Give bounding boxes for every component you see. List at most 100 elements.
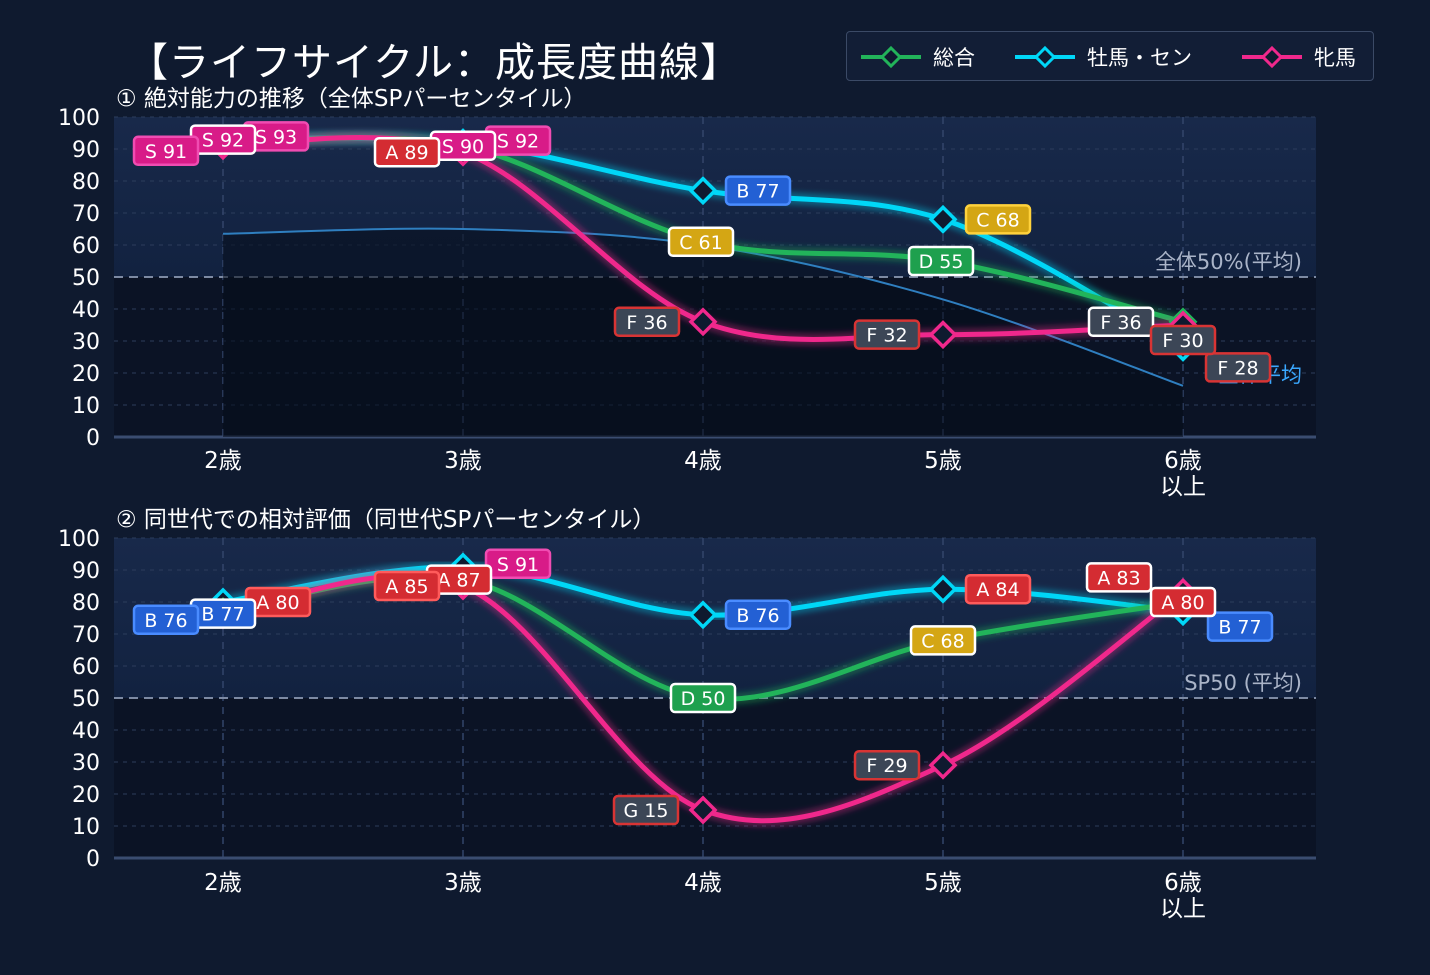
data-point-marker (928, 204, 958, 234)
x-tick-label: 6歳以上 (1160, 448, 1206, 500)
y-tick-label: 20 (72, 783, 100, 808)
data-label: A 83 (1085, 562, 1153, 593)
data-label: G 15 (612, 794, 680, 826)
x-tick-label: 5歳 (924, 870, 962, 896)
data-label-box (907, 245, 975, 277)
data-label: C 68 (909, 625, 977, 656)
data-label: A 84 (964, 573, 1032, 605)
y-tick-label: 50 (72, 266, 100, 291)
x-tick-label: 3歳 (444, 870, 482, 896)
data-label: C 68 (964, 204, 1032, 235)
data-label: D 50 (669, 682, 737, 714)
x-tick-label: 4歳 (684, 870, 722, 896)
data-label: F 32 (853, 319, 921, 350)
data-label-box (853, 749, 921, 781)
lower-zone (114, 698, 1316, 858)
legend-item-female: 牝馬 (1240, 32, 1356, 82)
chart2-title: ② 同世代での相対評価（同世代SPパーセンタイル） (116, 507, 656, 533)
data-label: S 91 (132, 135, 200, 167)
y-tick-label: 30 (72, 751, 100, 776)
data-label: F 36 (613, 306, 681, 338)
data-label-text: A 89 (385, 142, 428, 164)
data-label: B 77 (189, 598, 257, 629)
y-tick-label: 0 (86, 847, 100, 872)
data-label-text: A 87 (437, 570, 480, 592)
legend: 総合 牡馬・セン 牝馬 (846, 31, 1374, 81)
data-label-box (667, 226, 735, 258)
data-label-text: A 84 (976, 579, 1019, 601)
data-label-text: A 80 (1161, 592, 1204, 614)
data-label-box (373, 136, 441, 168)
data-label-box (853, 319, 921, 350)
data-label: B 77 (1206, 611, 1274, 642)
data-label-text: B 77 (201, 604, 244, 626)
data-label-text: A 83 (1097, 567, 1140, 589)
data-point-marker (688, 795, 718, 825)
legend-item-male: 牡馬・セン (1013, 32, 1192, 82)
reference-line-label: 全体50%(平均) (1155, 250, 1302, 274)
data-label-box (669, 682, 737, 714)
data-label-box (964, 204, 1032, 235)
data-label-box (909, 625, 977, 656)
data-label: S 92 (484, 125, 552, 156)
data-label-text: F 30 (1162, 330, 1203, 352)
x-tick-label: 2歳 (204, 448, 242, 474)
data-label-text: D 50 (681, 688, 726, 710)
x-tick-label: 2歳 (204, 870, 242, 896)
y-tick-label: 10 (72, 394, 100, 419)
data-label-text: A 80 (256, 592, 299, 614)
legend-label-female: 牝馬 (1314, 46, 1356, 70)
data-label-box (613, 306, 681, 338)
data-label-text: A 85 (385, 576, 428, 598)
data-point-marker (688, 600, 718, 630)
y-tick-label: 70 (72, 623, 100, 648)
reference-line-label: SP50 (平均) (1184, 671, 1302, 695)
y-tick-label: 90 (72, 559, 100, 584)
data-label: A 87 (425, 564, 493, 595)
data-label: S 90 (429, 130, 497, 162)
y-tick-label: 20 (72, 362, 100, 387)
chart1-title: ① 絶対能力の推移（全体SPパーセンタイル） (116, 86, 587, 112)
data-point-marker (928, 750, 958, 780)
data-label-box (1149, 324, 1217, 356)
data-label-text: C 68 (976, 209, 1019, 231)
data-point-marker (928, 574, 958, 604)
data-label: D 55 (907, 245, 975, 277)
legend-label-overall: 総合 (933, 46, 975, 70)
data-label-box (1149, 586, 1217, 618)
data-label: A 80 (244, 586, 312, 618)
chart2-plot: 0 10 20 30 40 50 60 70 80 90 100 SP50 (平均) 2歳 3歳 4歳 5歳 6… (58, 527, 1316, 922)
legend-overall-icon (861, 45, 921, 69)
data-label: C 61 (667, 226, 735, 258)
data-label: S 92 (189, 124, 257, 155)
x-tick-label: 6歳以上 (1160, 870, 1206, 922)
data-label-box (724, 599, 792, 631)
x-tick-label: 5歳 (924, 448, 962, 474)
data-point-marker (688, 176, 718, 206)
legend-female-icon (1242, 45, 1302, 69)
data-label-box (724, 175, 792, 206)
data-label-text: F 29 (866, 755, 907, 777)
data-label: F 28 (1204, 352, 1272, 383)
data-label-text: B 77 (1218, 617, 1261, 639)
data-label: A 85 (373, 570, 441, 602)
data-label-box (1085, 562, 1153, 593)
data-label-text: S 91 (145, 141, 187, 163)
data-label-text: C 61 (679, 232, 722, 254)
data-label: B 76 (132, 604, 200, 636)
data-label: B 76 (724, 599, 792, 631)
y-tick-label: 30 (72, 330, 100, 355)
data-label-text: S 93 (255, 126, 297, 148)
y-tick-label: 80 (72, 591, 100, 616)
y-tick-label: 50 (72, 687, 100, 712)
y-tick-label: 40 (72, 298, 100, 323)
data-label-text: F 32 (866, 325, 907, 347)
data-label: F 36 (1087, 306, 1155, 338)
data-label: A 89 (373, 136, 441, 168)
data-label-box (1087, 306, 1155, 338)
data-label-box (373, 570, 441, 602)
data-label-text: F 28 (1217, 357, 1258, 379)
y-tick-label: 60 (72, 655, 100, 680)
